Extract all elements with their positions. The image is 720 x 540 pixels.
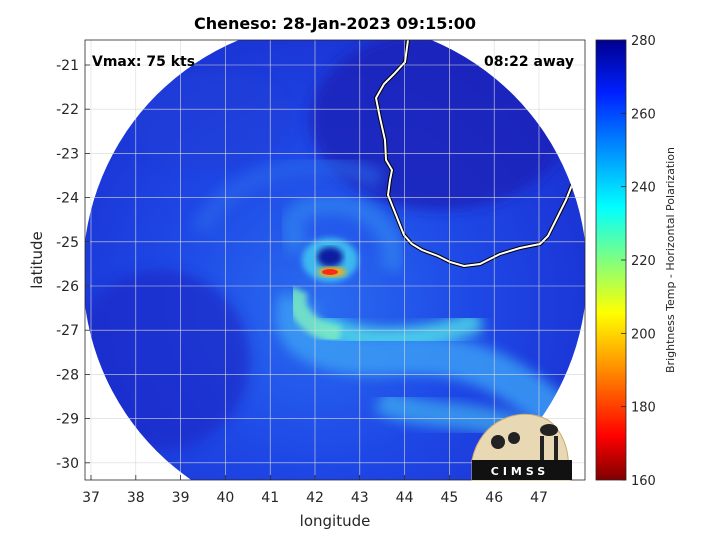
x-tick-label: 45 — [440, 490, 458, 506]
colorbar-tick-label: 260 — [631, 107, 656, 122]
x-tick-label: 46 — [485, 490, 503, 506]
grid — [85, 40, 585, 480]
x-tick-label: 43 — [351, 490, 369, 506]
y-tick-label: -28 — [56, 367, 79, 383]
colorbar-ticks: 280 260 240 220 200 180 160 — [621, 34, 656, 489]
x-axis-label: longitude — [300, 512, 371, 530]
y-axis: -21 -22 -23 -24 -25 -26 -27 -28 -29 -30 — [56, 58, 90, 472]
x-axis: 37 38 39 40 41 42 43 44 45 46 47 — [82, 475, 548, 506]
x-tick-label: 38 — [127, 490, 145, 506]
time-away-label: 08:22 away — [484, 54, 574, 70]
x-tick-label: 39 — [172, 490, 190, 506]
x-tick-label: 47 — [530, 490, 548, 506]
colorbar-tick-label: 280 — [631, 34, 656, 49]
y-tick-label: -22 — [56, 102, 79, 118]
y-tick-label: -23 — [56, 146, 79, 162]
x-tick-label: 40 — [216, 490, 234, 506]
vmax-label: Vmax: 75 kts — [92, 54, 196, 70]
colorbar-tick-label: 160 — [631, 474, 656, 489]
y-tick-label: -24 — [56, 191, 79, 207]
colorbar-tick-label: 180 — [631, 401, 656, 416]
y-tick-label: -27 — [56, 323, 79, 339]
y-tick-label: -21 — [56, 58, 79, 74]
x-tick-label: 42 — [306, 490, 324, 506]
y-tick-label: -29 — [56, 412, 79, 428]
y-axis-label: latitude — [28, 231, 46, 289]
x-tick-label: 44 — [396, 490, 414, 506]
colorbar-tick-label: 200 — [631, 327, 656, 342]
x-tick-label: 41 — [261, 490, 279, 506]
axes-box — [84, 39, 586, 481]
colorbar-label: Brightness Temp - Horizontal Polarizatio… — [664, 147, 677, 373]
chart-title: Cheneso: 28-Jan-2023 09:15:00 — [193, 14, 477, 33]
colorbar-tick-label: 240 — [631, 181, 656, 196]
x-tick-label: 37 — [82, 490, 100, 506]
y-tick-label: -30 — [56, 456, 79, 472]
y-tick-label: -26 — [56, 279, 79, 295]
cimss-logo: CIMSS — [471, 413, 572, 481]
logo-text: CIMSS — [491, 465, 549, 478]
colorbar-tick-label: 220 — [631, 254, 656, 269]
y-tick-label: -25 — [56, 235, 79, 251]
brightness-temp-swath — [85, 40, 585, 480]
